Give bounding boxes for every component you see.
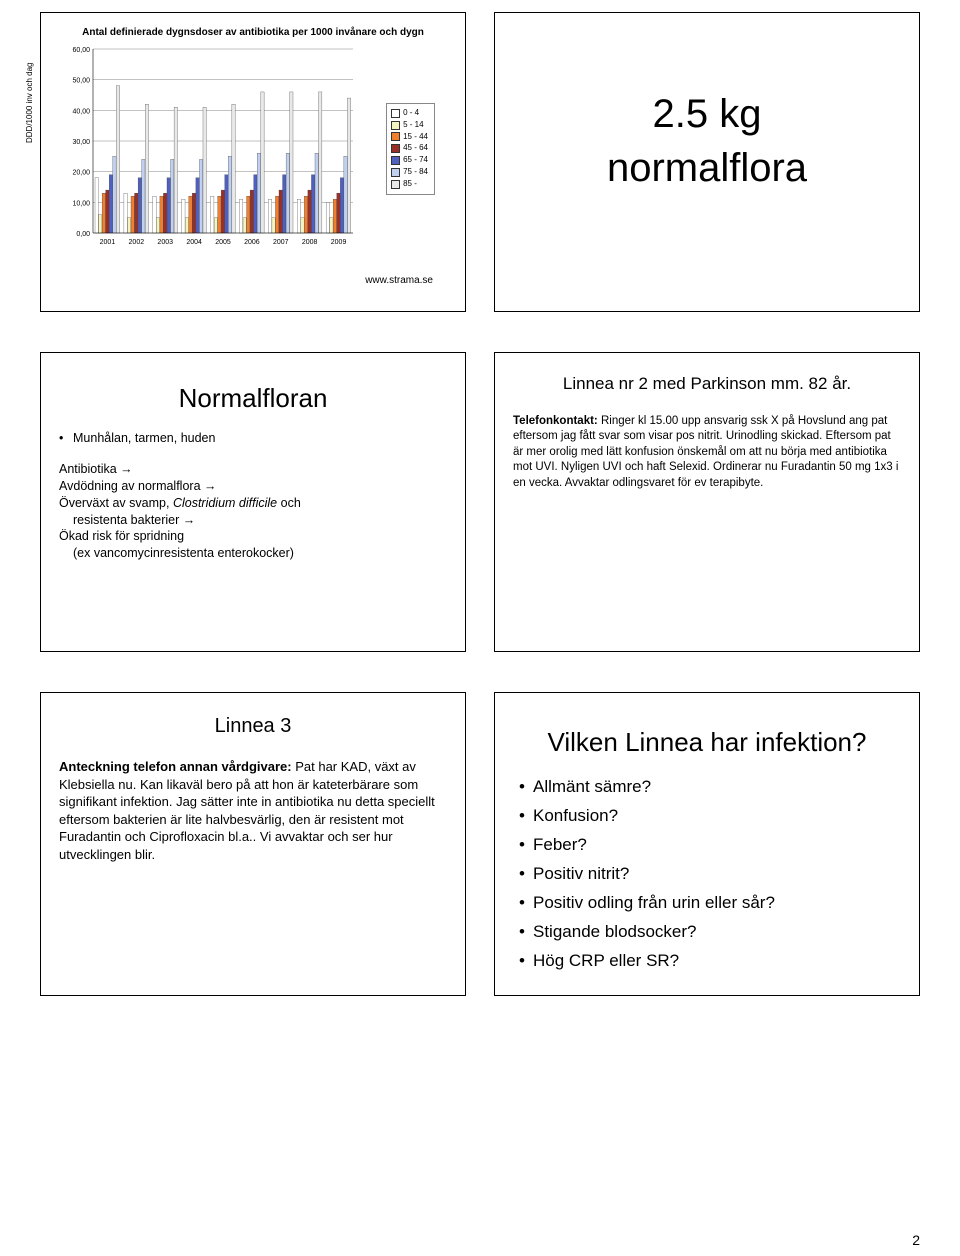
chart-legend: 0 - 45 - 1415 - 4445 - 6465 - 7475 - 848… [386,103,435,195]
svg-text:0,00: 0,00 [76,231,90,238]
svg-text:2008: 2008 [302,239,318,246]
chart-ylabel: DDD/1000 inv och dag [25,63,36,144]
nf-line3: Överväxt av svamp, Clostridium difficile… [59,495,447,512]
list-item: Konfusion? [519,805,901,828]
slide-chart: Antal definierade dygnsdoser av antibiot… [40,12,466,312]
nf-line4: resistenta bakterier → [73,512,447,529]
chart-title: Antal definierade dygnsdoser av antibiot… [59,27,447,39]
linnea3-body: Anteckning telefon annan vårdgivare: Pat… [59,758,447,863]
svg-text:20,00: 20,00 [72,170,90,177]
svg-text:2002: 2002 [129,239,145,246]
svg-text:2004: 2004 [186,239,202,246]
list-item: Allmänt sämre? [519,776,901,799]
linnea3-title: Linnea 3 [59,713,447,740]
svg-text:2009: 2009 [331,239,347,246]
nf-line1: Antibiotika → [59,461,447,478]
list-item: Stigande blodsocker? [519,921,901,944]
svg-text:60,00: 60,00 [72,47,90,54]
linnea2-body: Telefonkontakt: Ringer kl 15.00 upp ansv… [513,414,901,492]
svg-text:2005: 2005 [215,239,231,246]
slide-vilken: Vilken Linnea har infektion? Allmänt säm… [494,692,920,996]
svg-text:30,00: 30,00 [72,139,90,146]
svg-text:50,00: 50,00 [72,78,90,85]
svg-text:2006: 2006 [244,239,260,246]
svg-text:2001: 2001 [100,239,116,246]
svg-text:40,00: 40,00 [72,108,90,115]
list-item: Munhålan, tarmen, huden [59,430,447,447]
list-item: Positiv odling från urin eller sår? [519,892,901,915]
nf-line2: Avdödning av normalflora → [59,478,447,495]
linnea3-lead: Anteckning telefon annan vårdgivare: [59,759,292,774]
big-line2: normalflora [607,146,807,190]
svg-text:2007: 2007 [273,239,289,246]
big-heading: 2.5 kg normalflora [513,87,901,195]
slide-normalfloran: Normalfloran Munhålan, tarmen, huden Ant… [40,352,466,652]
vilken-title: Vilken Linnea har infektion? [513,725,901,760]
linnea2-lead: Telefonkontakt: [513,415,598,427]
slide-linnea2: Linnea nr 2 med Parkinson mm. 82 år. Tel… [494,352,920,652]
svg-text:10,00: 10,00 [72,200,90,207]
slide-linnea3: Linnea 3 Anteckning telefon annan vårdgi… [40,692,466,996]
linnea2-title: Linnea nr 2 med Parkinson mm. 82 år. [513,373,901,396]
vilken-list: Allmänt sämre? Konfusion? Feber? Positiv ni… [519,776,901,973]
nf-line5: Ökad risk för spridning [59,528,447,545]
normalfloran-title: Normalfloran [59,381,447,416]
chart-canvas: 0,00 10,00 20,00 30,00 40,00 50,00 60,00 2001 20… [59,43,359,253]
page-number: 2 [912,1232,920,1248]
nf-line6: (ex vancomycinresistenta enterokocker) [73,545,447,562]
list-item: Feber? [519,834,901,857]
chart-source: www.strama.se [365,274,433,288]
big-line1: 2.5 kg [653,92,762,136]
slide-normalflora-big: 2.5 kg normalflora [494,12,920,312]
svg-text:2003: 2003 [157,239,173,246]
list-item: Hög CRP eller SR? [519,950,901,973]
list-item: Positiv nitrit? [519,863,901,886]
